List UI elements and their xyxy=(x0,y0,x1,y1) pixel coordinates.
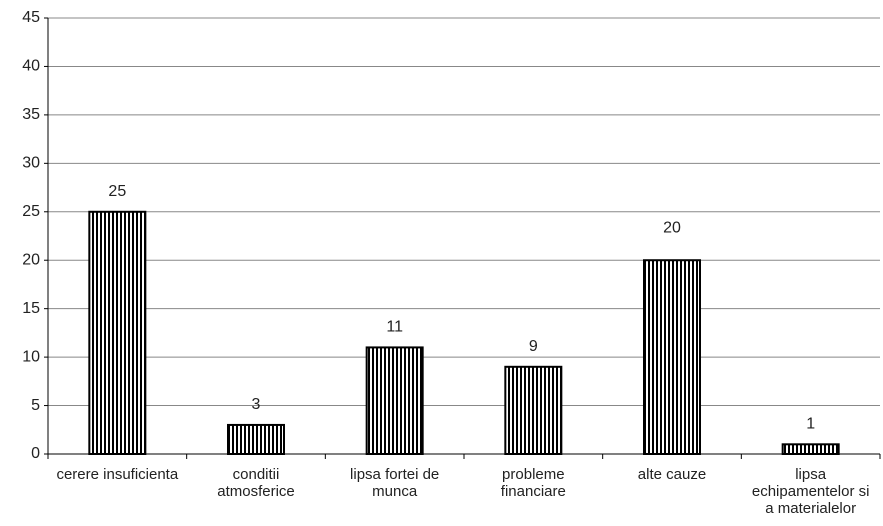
data-label: 3 xyxy=(252,396,261,413)
x-tick-label: alte cauze xyxy=(637,466,707,483)
bar xyxy=(365,346,424,455)
data-label: 25 xyxy=(108,183,126,200)
data-label: 9 xyxy=(529,338,538,355)
y-tick-label: 25 xyxy=(22,203,40,220)
y-tick-label: 0 xyxy=(31,445,40,462)
data-label: 11 xyxy=(386,319,403,336)
x-tick-label: probleme financiare xyxy=(500,466,566,500)
x-tick-label: lipsa fortei de munca xyxy=(350,466,440,500)
y-tick-label: 35 xyxy=(22,106,40,123)
y-tick-label: 30 xyxy=(22,155,40,172)
y-tick-label: 45 xyxy=(22,9,40,26)
data-label: 20 xyxy=(663,219,681,236)
bar xyxy=(88,210,147,455)
bar xyxy=(504,365,563,455)
y-tick-label: 15 xyxy=(22,300,40,317)
y-tick-label: 40 xyxy=(22,58,40,75)
bar xyxy=(643,259,701,455)
x-tick-label: conditii atmosferice xyxy=(217,466,295,500)
x-tick-label: cerere insuficienta xyxy=(56,466,179,483)
bar xyxy=(781,443,840,455)
x-tick-label: lipsa echipamentelor si a materialelor xyxy=(751,466,870,517)
y-tick-label: 10 xyxy=(22,348,40,365)
y-tick-label: 5 xyxy=(31,397,40,414)
y-tick-label: 20 xyxy=(22,251,40,268)
data-label: 1 xyxy=(806,416,815,433)
bar xyxy=(227,423,285,455)
